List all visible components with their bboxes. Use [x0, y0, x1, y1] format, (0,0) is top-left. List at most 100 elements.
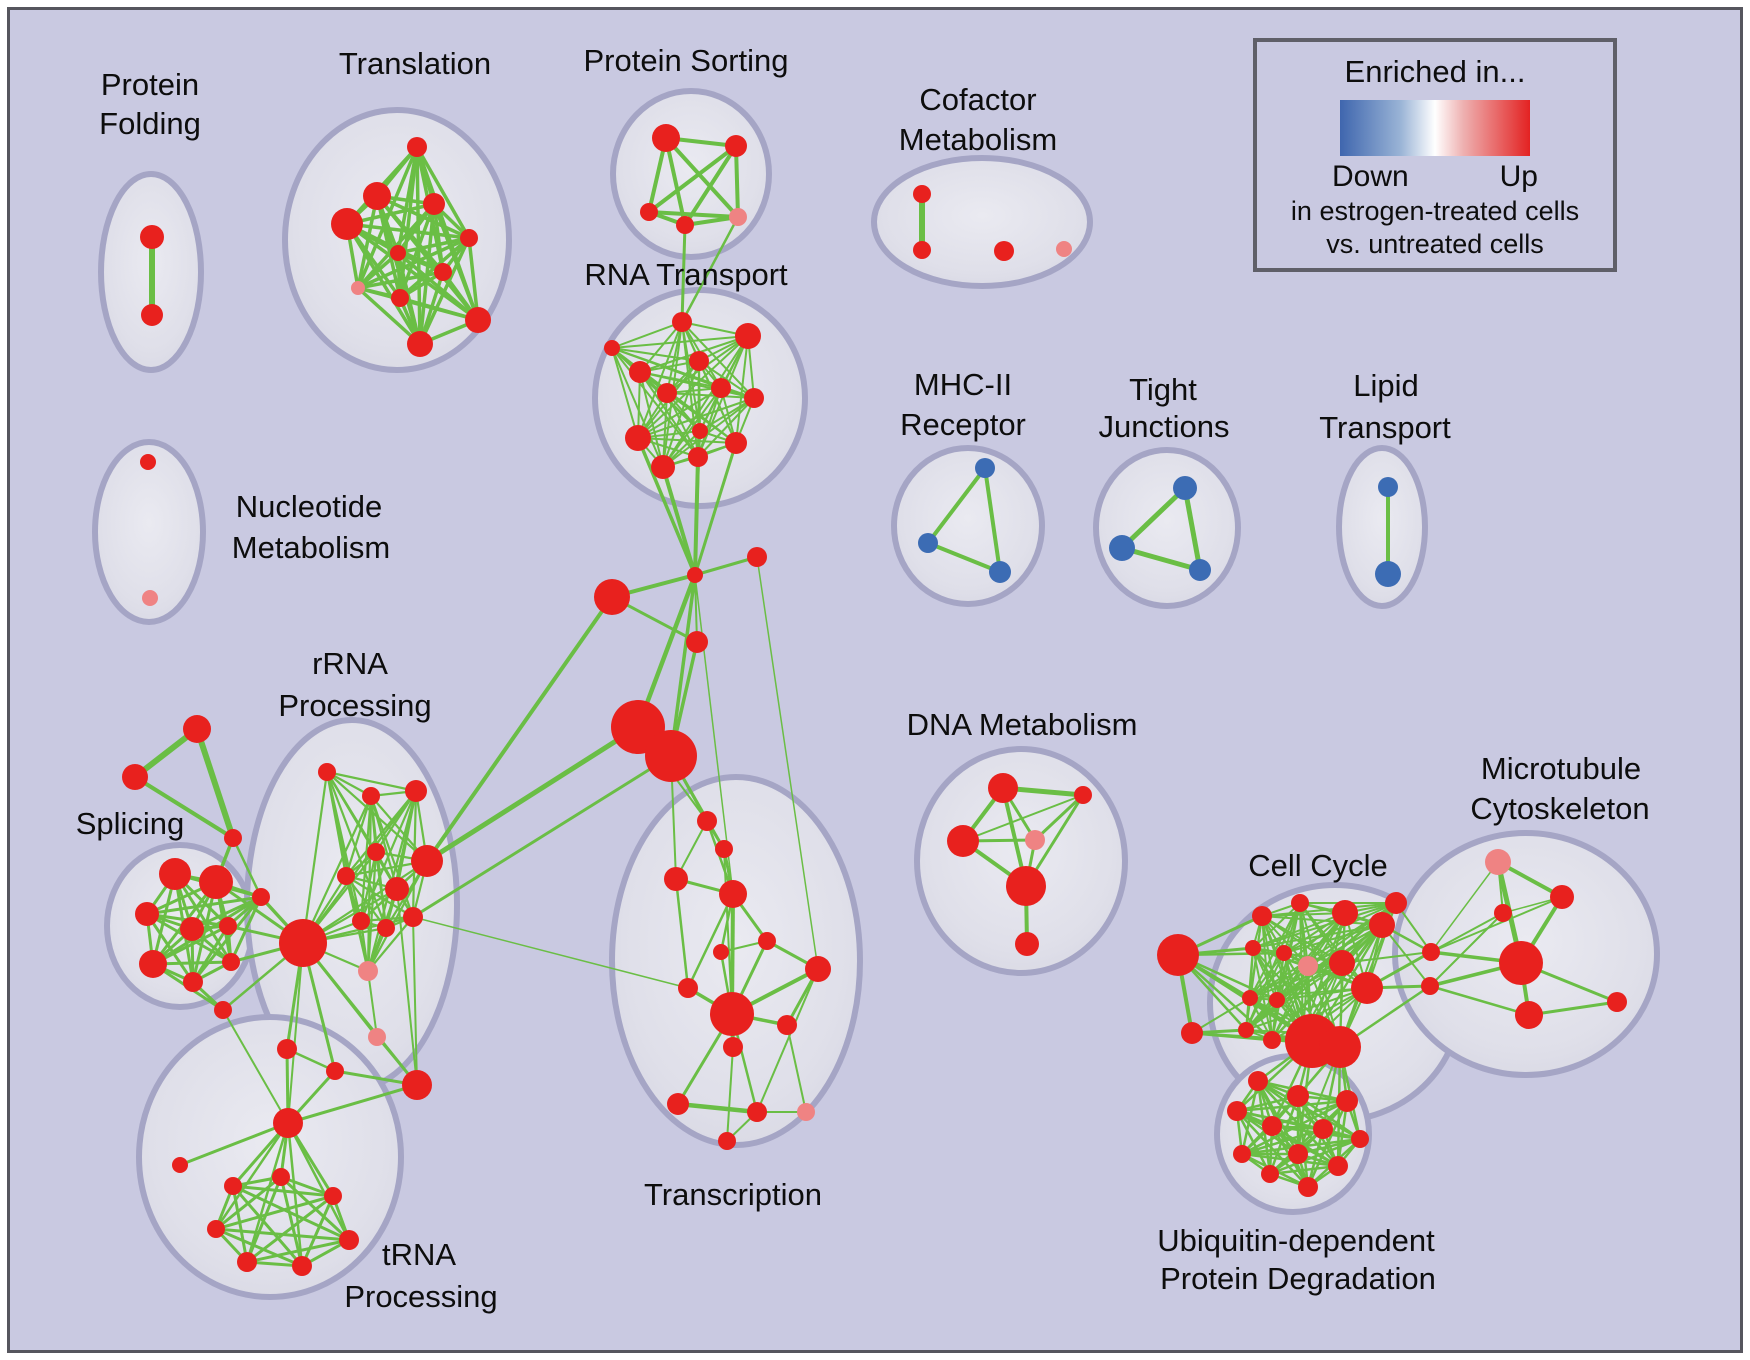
node-cc14: [1263, 1031, 1281, 1049]
node-tr1: [224, 1177, 242, 1195]
node-jr: [747, 547, 767, 567]
node-tl11: [407, 331, 433, 357]
node-tx15: [718, 1132, 736, 1150]
node-j1: [687, 567, 703, 583]
node-rr15: [277, 1039, 297, 1059]
node-ub12: [1298, 1177, 1318, 1197]
node-mt1: [1485, 849, 1511, 875]
node-tj2: [1109, 535, 1135, 561]
edge: [611, 321, 683, 349]
node-tx6: [805, 956, 831, 982]
edge: [611, 347, 701, 432]
node-sp7: [183, 972, 203, 992]
edge: [1249, 902, 1301, 999]
edge: [215, 1194, 334, 1231]
node-cc8: [1298, 956, 1318, 976]
edge: [734, 145, 740, 218]
edge: [1177, 954, 1273, 1041]
node-mt2: [1550, 885, 1574, 909]
legend-title: Enriched in...: [1344, 54, 1526, 89]
edge: [194, 728, 236, 839]
edge: [1528, 1000, 1618, 1017]
edge: [374, 851, 388, 929]
node-cc11: [1242, 990, 1258, 1006]
edge: [1182, 487, 1203, 571]
node-sp2: [199, 865, 233, 899]
legend-caption-line2: vs. untreated cells: [1326, 229, 1544, 259]
edge: [356, 251, 400, 290]
edge: [636, 437, 697, 576]
node-rt9: [625, 425, 651, 451]
node-dn2: [1074, 786, 1092, 804]
edge: [412, 916, 418, 1086]
node-ub2: [1287, 1085, 1309, 1107]
edge: [983, 467, 1002, 573]
node-tl2: [363, 182, 391, 210]
node-dn6: [1015, 932, 1039, 956]
edge: [357, 270, 444, 290]
node-sp4: [180, 917, 204, 941]
cluster-ellipse-cofactor-metabolism: [871, 155, 1093, 289]
edge: [637, 335, 749, 439]
node-cc2: [1291, 894, 1309, 912]
edge: [215, 1227, 350, 1242]
edge: [326, 770, 417, 793]
node-tr7: [207, 1220, 225, 1238]
edge: [300, 1195, 335, 1267]
node-lp2: [1375, 561, 1401, 587]
node-ps2: [725, 135, 747, 157]
node-tx10: [777, 1015, 797, 1035]
edge: [662, 387, 722, 468]
edge: [215, 1227, 303, 1268]
edge: [1269, 1137, 1361, 1176]
edge: [345, 222, 480, 322]
node-nm2: [142, 590, 158, 606]
edge: [611, 347, 639, 439]
cluster-ellipse-mhc-ii-receptor: [891, 445, 1045, 607]
node-rt5: [711, 378, 731, 398]
cluster-label-microtubule-cytoskeleton: Cytoskeleton: [1470, 791, 1649, 826]
cluster-ellipse-translation: [282, 107, 512, 373]
node-rr8: [403, 907, 423, 927]
node-tl6: [390, 245, 406, 261]
node-spA: [214, 1001, 232, 1019]
edge: [635, 574, 698, 728]
cluster-ellipse-lipid-transport: [1336, 445, 1428, 609]
cluster-label-lipid-transport: Transport: [1319, 410, 1451, 445]
edge: [698, 360, 737, 444]
node-rt4: [689, 351, 709, 371]
edge: [637, 397, 755, 439]
node-tx14: [797, 1103, 815, 1121]
cluster-label-rrna-processing: Processing: [278, 688, 431, 723]
edge: [1297, 1137, 1361, 1156]
node-tx3: [664, 867, 688, 891]
node-cc12: [1269, 992, 1285, 1008]
edge: [191, 896, 263, 983]
edge: [611, 347, 700, 362]
cluster-label-tight-junctions: Tight: [1129, 372, 1197, 407]
node-tl5: [460, 229, 478, 247]
edge: [1191, 997, 1251, 1034]
edge: [302, 795, 372, 944]
node-rt12: [688, 447, 708, 467]
edge: [680, 216, 740, 323]
node-ub4: [1227, 1101, 1247, 1121]
node-sp1: [159, 858, 191, 890]
edge: [344, 795, 373, 877]
edge: [1033, 793, 1085, 842]
node-sa1: [183, 715, 211, 743]
cluster-labels-layer: Protein Folding Translation Protein Sorting…: [76, 43, 1650, 1314]
node-rt7: [657, 383, 677, 403]
cluster-label-microtubule-cytoskeleton: Microtubule: [1481, 751, 1641, 786]
cluster-label-transcription: Transcription: [644, 1177, 822, 1212]
cluster-label-ubiquitin-dependent-protein-degradation: Ubiquitin-dependent: [1157, 1223, 1435, 1258]
node-rt2: [735, 323, 761, 349]
edge: [246, 1194, 334, 1264]
edge: [346, 222, 470, 240]
node-rr16: [326, 1062, 344, 1080]
node-rr3: [405, 780, 427, 802]
cluster-label-trna-processing: tRNA: [382, 1237, 456, 1272]
node-cc13: [1238, 1022, 1254, 1038]
edge: [694, 574, 698, 643]
